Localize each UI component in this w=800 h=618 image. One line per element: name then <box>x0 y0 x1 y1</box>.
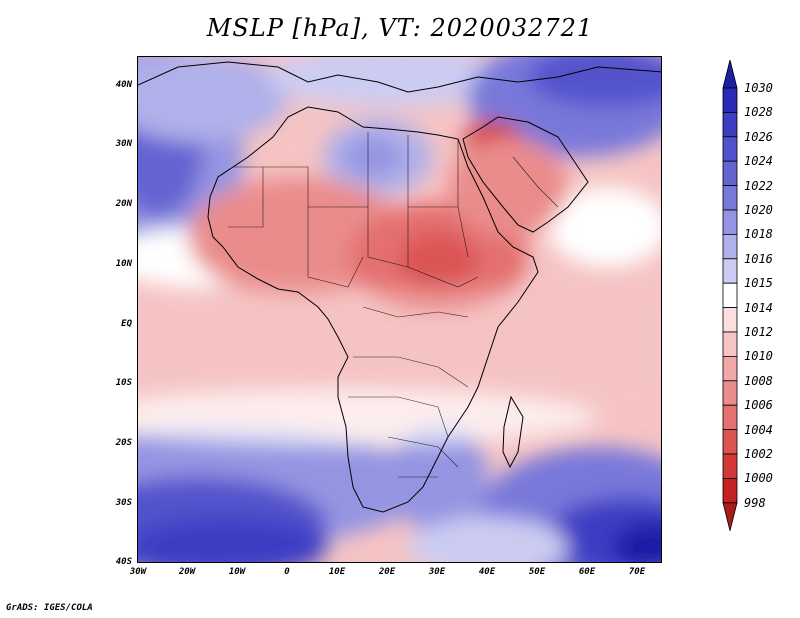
colorbar-swatch <box>722 380 738 406</box>
map-plot-area <box>137 56 662 563</box>
colorbar-level-label: 1000 <box>744 471 773 486</box>
lon-label-60e: 60E <box>578 567 596 577</box>
colorbar-swatch <box>722 355 738 382</box>
lat-label-30n: 30N <box>115 139 132 149</box>
colorbar-level-label: 1028 <box>744 105 773 120</box>
colorbar-swatch <box>722 136 738 162</box>
colorbar-level-label: 1004 <box>744 422 773 437</box>
lat-label-20s: 20S <box>115 438 132 448</box>
colorbar-level-label: 1026 <box>744 129 773 144</box>
colorbar-swatch <box>722 258 738 284</box>
colorbar-swatch <box>722 307 738 333</box>
lon-label-20e: 20E <box>378 567 396 577</box>
lon-label-70e: 70E <box>628 567 646 577</box>
lon-label-40e: 40E <box>478 567 496 577</box>
colorbar-swatch <box>722 453 738 479</box>
colorbar-level-label: 1010 <box>744 349 773 364</box>
colorbar-swatch <box>722 112 738 138</box>
colorbar-level-label: 998 <box>744 495 766 510</box>
colorbar-swatch <box>722 160 738 186</box>
colorbar-swatch <box>722 429 738 455</box>
footer-credit: GrADS: IGES/COLA <box>6 603 93 613</box>
colorbar-swatch <box>722 331 738 357</box>
colorbar-swatch <box>722 477 738 504</box>
lon-label-10e: 10E <box>328 567 346 577</box>
colorbar-swatch <box>722 209 738 235</box>
lat-label-30s: 30S <box>115 498 132 508</box>
colorbar-top-arrow <box>722 60 738 89</box>
colorbar-level-label: 1030 <box>744 81 773 95</box>
lat-label-40s: 40S <box>115 557 132 567</box>
colorbar-level-label: 1002 <box>744 447 773 461</box>
lon-label-10w: 10W <box>228 567 246 577</box>
lat-label-20n: 20N <box>115 199 132 209</box>
colorbar-level-label: 1008 <box>744 373 773 388</box>
lon-label-20w: 20W <box>178 567 196 577</box>
lat-label-40n: 40N <box>115 80 132 90</box>
colorbar-swatch <box>722 233 738 260</box>
colorbar <box>722 60 738 531</box>
map-title: MSLP [hPa], VT: 2020032721 <box>206 14 594 42</box>
colorbar-level-label: 1018 <box>744 227 773 242</box>
colorbar-level-label: 1012 <box>744 325 773 339</box>
lon-label-0: 0 <box>284 567 290 577</box>
lat-label-10n: 10N <box>115 259 132 269</box>
colorbar-swatch <box>722 87 738 113</box>
colorbar-bottom-arrow <box>722 502 738 531</box>
colorbar-level-label: 1014 <box>744 300 773 315</box>
colorbar-swatch <box>722 282 738 308</box>
colorbar-level-label: 1024 <box>744 154 773 169</box>
colorbar-level-label: 1016 <box>744 251 773 266</box>
coastlines <box>138 61 661 513</box>
lon-label-50e: 50E <box>528 567 546 577</box>
colorbar-level-label: 1022 <box>744 178 773 193</box>
colorbar-level-label: 1020 <box>744 203 773 217</box>
colorbar-level-label: 1015 <box>744 276 773 291</box>
colorbar-swatch <box>722 185 738 211</box>
lon-label-30w: 30W <box>129 567 147 577</box>
colorbar-level-label: 1006 <box>744 398 773 413</box>
country-borders <box>228 132 559 478</box>
lon-label-30e: 30E <box>428 567 446 577</box>
lat-label-eq: EQ <box>121 319 132 329</box>
lat-label-10s: 10S <box>115 378 132 388</box>
pressure-field-map <box>138 57 661 562</box>
colorbar-swatch <box>722 404 738 431</box>
pressure-field <box>138 57 661 562</box>
